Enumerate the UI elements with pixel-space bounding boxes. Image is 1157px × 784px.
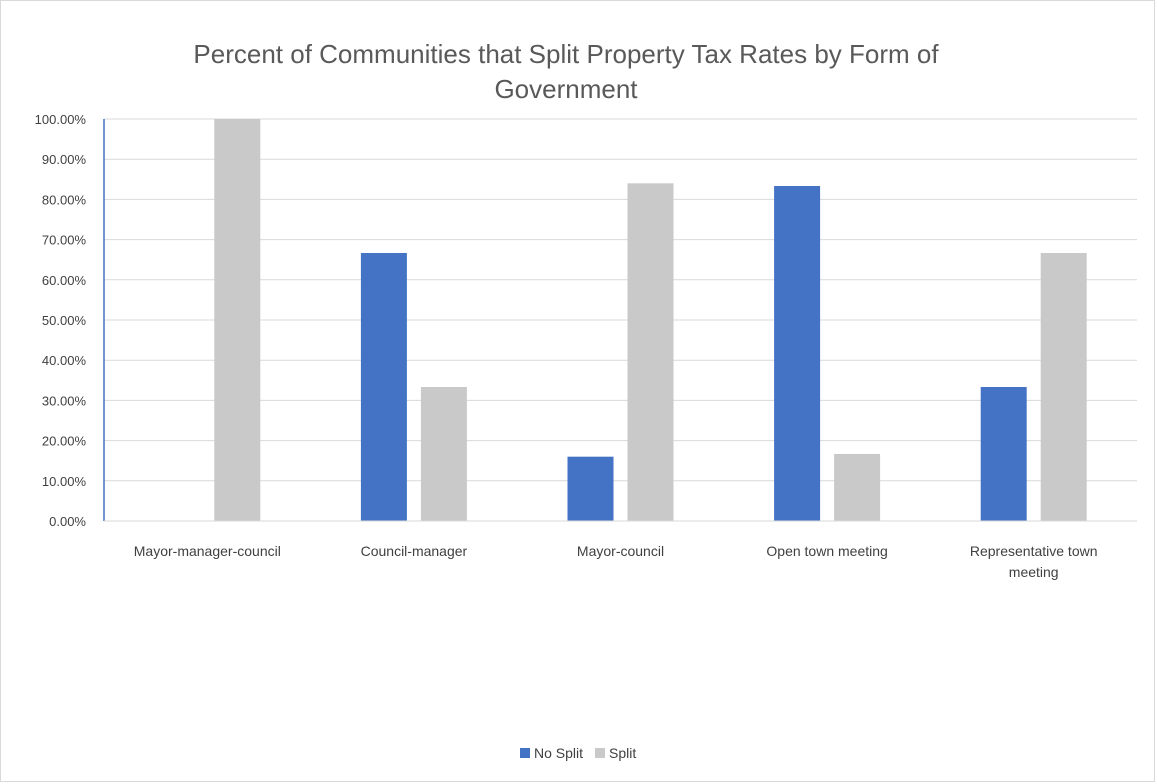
- chart-title-line: Government: [494, 74, 638, 104]
- axes: [103, 119, 1137, 522]
- x-category-label: Open town meeting: [766, 543, 887, 559]
- y-tick-label: 80.00%: [42, 192, 87, 207]
- legend-label: No Split: [534, 745, 583, 761]
- y-tick-label: 30.00%: [42, 393, 87, 408]
- bar-no-split: [980, 387, 1027, 521]
- x-category-label: Council-manager: [361, 543, 468, 559]
- bar-no-split: [567, 456, 614, 521]
- bar-split: [1040, 252, 1087, 521]
- y-tick-label: 0.00%: [49, 514, 86, 529]
- chart-title: Percent of Communities that Split Proper…: [193, 39, 939, 104]
- x-category-label: Mayor-council: [577, 543, 664, 559]
- y-tick-label: 70.00%: [42, 233, 87, 248]
- x-axis-category-labels: Mayor-manager-council Council-manager Mayo…: [134, 543, 1098, 580]
- x-category-label: Mayor-manager-council: [134, 543, 281, 559]
- x-category-label: meeting: [1009, 564, 1059, 580]
- legend: No Split Split: [520, 745, 636, 761]
- y-tick-label: 50.00%: [42, 313, 87, 328]
- x-category-label: Representative town: [970, 543, 1098, 559]
- legend-swatch: [595, 748, 605, 758]
- y-tick-label: 20.00%: [42, 434, 87, 449]
- bar-split: [420, 387, 467, 521]
- y-tick-label: 10.00%: [42, 474, 87, 489]
- legend-label: Split: [609, 745, 636, 761]
- bar-no-split: [774, 186, 821, 521]
- bar-no-split: [360, 252, 407, 521]
- gridlines: [104, 118, 1137, 482]
- y-axis-tick-labels: 0.00% 10.00% 20.00% 30.00% 40.00% 50.00% 60.00…: [35, 112, 87, 529]
- y-tick-label: 90.00%: [42, 152, 87, 167]
- bar-split: [214, 119, 261, 521]
- bar-split: [834, 453, 881, 521]
- y-tick-label: 40.00%: [42, 353, 87, 368]
- chart-title-line: Percent of Communities that Split Proper…: [193, 39, 939, 69]
- y-tick-label: 100.00%: [35, 112, 87, 127]
- y-tick-label: 60.00%: [42, 273, 87, 288]
- legend-swatch: [520, 748, 530, 758]
- bar-split: [627, 183, 674, 521]
- bars: [214, 119, 1087, 521]
